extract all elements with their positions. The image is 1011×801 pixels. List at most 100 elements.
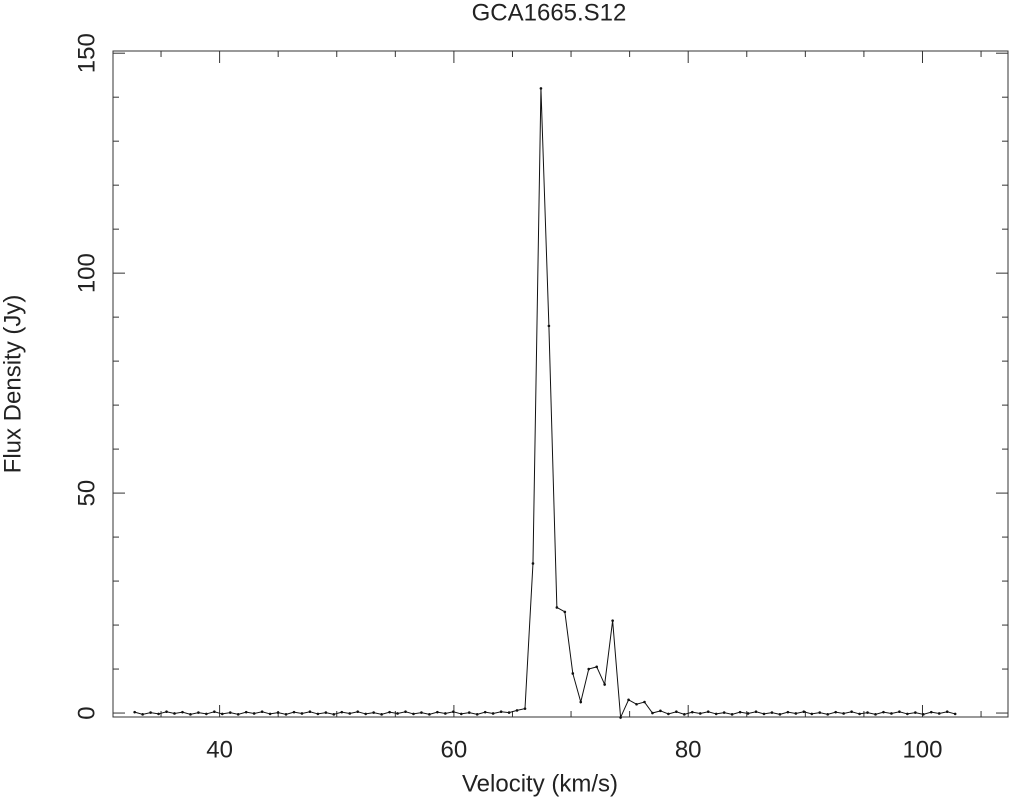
data-point <box>738 710 742 714</box>
data-point <box>404 710 407 714</box>
data-point <box>802 710 806 714</box>
data-point <box>348 712 352 715</box>
data-point <box>690 710 694 714</box>
data-point <box>268 712 272 716</box>
data-point <box>388 710 391 714</box>
data-point <box>850 710 853 714</box>
data-point <box>547 324 551 328</box>
data-point <box>834 710 837 714</box>
data-point <box>810 712 814 716</box>
data-point <box>507 711 511 714</box>
x-tick-label: 80 <box>675 736 702 763</box>
data-point <box>292 710 296 714</box>
chart-title: GCA1665.S12 <box>472 0 627 26</box>
data-point <box>603 683 606 686</box>
data-point <box>539 87 543 90</box>
data-point <box>523 707 527 710</box>
data-point <box>324 711 328 714</box>
y-tick-label: 150 <box>73 33 100 73</box>
data-point <box>340 710 344 714</box>
data-point <box>228 711 232 714</box>
data-point <box>706 710 710 714</box>
data-point <box>260 710 264 714</box>
data-point <box>826 713 830 716</box>
plot-frame <box>112 50 1009 718</box>
x-tick-label: 40 <box>206 736 233 763</box>
data-point <box>643 700 646 704</box>
data-point <box>906 712 909 716</box>
data-point <box>452 710 455 714</box>
data-point <box>922 713 925 716</box>
data-point <box>929 710 933 714</box>
data-point <box>364 712 367 716</box>
data-point <box>563 610 567 614</box>
x-tick-label: 100 <box>902 736 942 763</box>
data-point <box>794 712 798 715</box>
data-point <box>515 709 519 712</box>
data-point <box>651 711 654 715</box>
data-point <box>380 713 383 716</box>
data-point <box>444 712 447 715</box>
data-point <box>858 712 861 716</box>
data-point <box>667 712 670 716</box>
data-point <box>914 711 917 714</box>
data-point <box>587 667 591 671</box>
data-point <box>953 712 957 716</box>
data-point <box>730 713 734 716</box>
data-point <box>499 710 503 714</box>
data-point <box>220 712 224 716</box>
data-point <box>244 710 248 714</box>
data-point <box>714 712 718 716</box>
data-point <box>698 712 702 715</box>
data-point <box>205 712 208 716</box>
data-point <box>165 710 168 714</box>
data-point <box>722 711 726 714</box>
data-point <box>428 713 431 716</box>
data-point <box>141 713 144 716</box>
data-point <box>459 712 463 716</box>
y-axis-label: Flux Density (Jy) <box>0 295 26 474</box>
data-point <box>300 712 304 715</box>
data-point <box>635 702 638 706</box>
data-point <box>173 712 176 715</box>
data-point <box>890 712 893 715</box>
data-point <box>284 713 288 716</box>
data-point <box>675 710 678 714</box>
x-tick-label: 60 <box>441 736 468 763</box>
data-point <box>483 710 487 714</box>
data-point <box>882 710 885 714</box>
data-point <box>937 712 941 715</box>
data-point <box>276 711 280 714</box>
data-point <box>866 711 869 714</box>
data-point <box>420 711 423 714</box>
y-tick-label: 0 <box>73 706 100 719</box>
data-point <box>133 710 136 714</box>
data-point <box>189 713 192 716</box>
data-point <box>762 712 766 716</box>
data-point <box>491 712 495 715</box>
data-point <box>746 712 750 715</box>
data-point <box>611 619 614 622</box>
data-point <box>683 713 686 716</box>
data-point <box>372 711 375 714</box>
data-point <box>595 665 598 669</box>
data-point <box>252 712 256 715</box>
data-point <box>197 711 200 714</box>
data-point <box>754 710 758 714</box>
data-point <box>308 710 312 714</box>
data-point <box>412 712 415 716</box>
data-point <box>181 710 184 714</box>
data-point <box>818 711 822 714</box>
data-point <box>436 710 439 714</box>
data-point <box>786 710 790 714</box>
data-point <box>316 712 320 716</box>
data-point <box>778 713 782 716</box>
data-point <box>842 712 845 715</box>
x-axis-label: Velocity (km/s) <box>462 770 618 797</box>
data-point <box>945 710 949 714</box>
data-point <box>475 713 479 716</box>
data-point <box>396 712 399 715</box>
data-point <box>356 710 360 714</box>
y-tick-label: 50 <box>73 480 100 507</box>
